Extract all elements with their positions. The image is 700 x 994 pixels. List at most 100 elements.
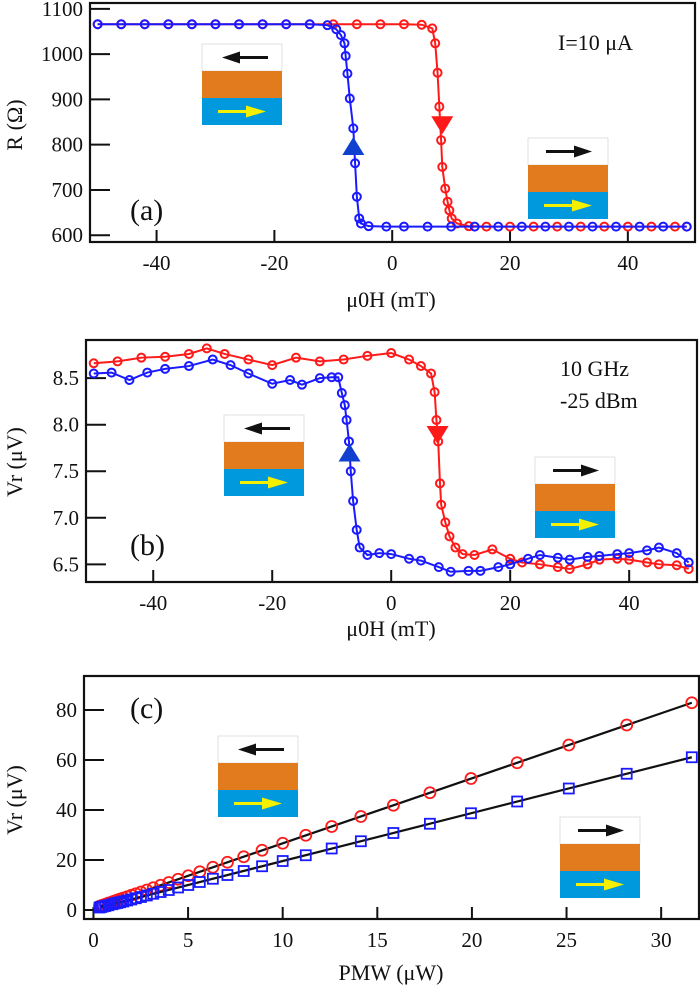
data-point <box>160 363 171 374</box>
data-point <box>445 566 456 577</box>
y-tick-label: 8.0 <box>53 413 79 437</box>
data-point <box>620 767 633 780</box>
inset-parallel <box>534 456 616 538</box>
x-tick-label: 0 <box>387 251 398 275</box>
data-point <box>210 19 221 30</box>
data-point <box>314 373 325 384</box>
data-point <box>493 562 504 573</box>
x-tick-label: -40 <box>139 591 167 615</box>
data-point <box>505 559 516 570</box>
inset-spacer-layer <box>560 844 640 871</box>
power-annotation: -25 dBm <box>560 388 638 413</box>
data-point <box>464 772 478 785</box>
data-point <box>92 19 103 30</box>
x-tick-label: -20 <box>258 591 286 615</box>
data-point <box>299 849 312 862</box>
y-tick-label: 1000 <box>41 42 83 66</box>
data-point <box>416 19 427 30</box>
data-point <box>431 415 442 426</box>
data-point <box>285 375 296 386</box>
data-point <box>296 379 307 390</box>
data-point <box>206 872 219 885</box>
data-point <box>345 466 356 477</box>
arrowhead-yellow-icon <box>262 797 282 810</box>
data-point <box>534 550 545 561</box>
data-point <box>351 19 362 30</box>
data-point <box>207 354 218 365</box>
y-tick-label: 20 <box>56 848 77 872</box>
data-point <box>634 221 645 232</box>
data-point <box>331 24 342 35</box>
sweep-direction-down-icon <box>426 426 449 445</box>
x-tick-label: 5 <box>183 928 194 952</box>
data-point <box>587 221 598 232</box>
data-point <box>362 350 373 361</box>
data-point <box>219 348 230 359</box>
panel-c-y-axis-title: Vr (μV) <box>2 765 27 835</box>
data-point <box>339 38 350 49</box>
data-point <box>387 827 400 839</box>
data-point <box>612 549 623 560</box>
data-point <box>433 562 444 573</box>
arrowhead-yellow-icon <box>268 476 288 489</box>
panel-a-ticks: -40 -20 0 20 40 600 700 800 900 1000 1100 <box>41 0 638 275</box>
data-point <box>339 400 350 411</box>
panel-b-insets <box>223 414 616 538</box>
data-point <box>562 782 575 795</box>
data-point <box>183 361 194 372</box>
data-point <box>446 221 457 232</box>
data-point <box>671 560 682 571</box>
data-point <box>193 876 206 888</box>
data-point <box>257 19 268 30</box>
y-tick-label: 60 <box>56 748 77 772</box>
x-tick-label: 20 <box>500 251 521 275</box>
data-point <box>351 191 362 202</box>
data-point <box>147 887 160 900</box>
panel-b-x-axis-title: μ0H (mT) <box>346 616 435 641</box>
panel-a-data <box>92 19 692 232</box>
x-tick-label: 20 <box>461 928 482 952</box>
data-point <box>534 559 545 570</box>
data-point <box>116 19 127 30</box>
sweep-direction-down-icon <box>431 116 454 135</box>
data-point <box>434 101 445 112</box>
data-point <box>93 901 106 914</box>
arrowhead-yellow-icon <box>246 105 266 118</box>
data-point <box>322 20 333 31</box>
panel-c-ticks: 0 5 10 15 20 25 30 0 20 40 60 80 <box>56 698 672 952</box>
sweep-direction-up-icon <box>342 136 365 155</box>
data-point <box>511 795 524 808</box>
data-point <box>564 563 575 574</box>
data-point <box>201 343 212 354</box>
inset-antiparallel <box>201 43 283 125</box>
x-tick-label: 20 <box>500 591 521 615</box>
data-point <box>335 30 346 41</box>
data-point <box>386 798 400 812</box>
arrowhead-yellow-icon <box>572 199 592 212</box>
y-tick-label: 700 <box>52 178 84 202</box>
fit-line-red <box>99 701 693 908</box>
data-point <box>404 553 415 564</box>
series-blue <box>93 751 698 914</box>
inset-spacer-layer <box>535 484 615 511</box>
y-tick-label: 40 <box>56 798 77 822</box>
panel-a: -40 -20 0 20 40 600 700 800 900 1000 1100 (a) I=10… <box>2 0 697 312</box>
y-tick-label: 6.5 <box>53 552 79 576</box>
data-point <box>487 544 498 555</box>
panel-b-data <box>88 343 694 577</box>
data-point <box>354 542 365 553</box>
data-point <box>398 221 409 232</box>
data-point <box>255 843 269 857</box>
data-point <box>267 378 278 389</box>
y-tick-label: 800 <box>52 133 84 157</box>
panel-a-label: (a) <box>130 194 163 227</box>
data-point <box>620 718 634 732</box>
data-point <box>516 221 527 232</box>
data-point <box>465 807 477 820</box>
data-point <box>671 548 682 559</box>
x-tick-label: 0 <box>88 928 99 952</box>
data-point <box>436 135 447 146</box>
data-point <box>237 865 250 877</box>
data-point <box>256 860 268 873</box>
